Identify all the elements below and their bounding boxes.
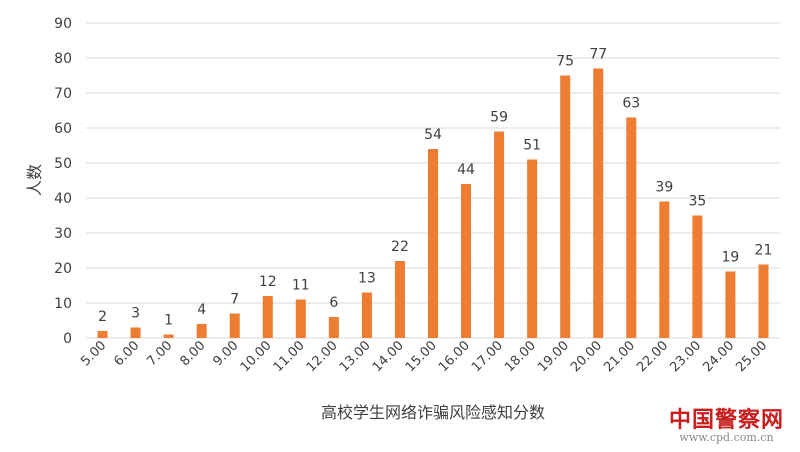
y-tick-label: 20: [54, 261, 72, 277]
bar: [196, 324, 207, 338]
data-label: 44: [457, 162, 475, 178]
y-axis-label: 人数: [25, 164, 44, 196]
data-label: 19: [722, 250, 740, 266]
x-tick-label: 22.00: [634, 338, 671, 375]
data-label: 12: [259, 274, 277, 290]
x-tick-label: 24.00: [700, 338, 737, 375]
data-labels: 2 3 1 4 7 12 11 6 13 22 54 44 59 51 75 77 63 39 35 19 21: [98, 47, 772, 329]
bar: [394, 261, 405, 338]
bar: [262, 296, 273, 338]
bar: [461, 184, 472, 338]
data-label: 63: [622, 96, 640, 112]
x-tick-label: 16.00: [436, 338, 473, 375]
bar: [163, 334, 174, 338]
x-tick-label: 19.00: [535, 338, 572, 375]
data-label: 59: [490, 110, 508, 126]
x-axis-label: 高校学生网络诈骗风险感知分数: [321, 403, 545, 422]
data-label: 6: [329, 295, 338, 311]
x-tick-label: 17.00: [469, 338, 506, 375]
x-axis-ticks: 5.00 6.00 7.00 8.00 9.0010.0011.0012.0013.00…: [78, 338, 770, 375]
bar: [361, 292, 372, 338]
bar: [659, 201, 670, 338]
x-tick-label: 21.00: [601, 338, 638, 375]
bars: [97, 68, 769, 338]
data-label: 54: [424, 127, 442, 143]
data-label: 39: [655, 180, 673, 196]
x-tick-label: 20.00: [568, 338, 605, 375]
y-tick-label: 60: [54, 121, 72, 137]
x-tick-label: 10.00: [238, 338, 275, 375]
watermark-name: 中国警察网: [668, 407, 784, 433]
y-tick-label: 10: [54, 296, 72, 312]
x-tick-label: 13.00: [337, 338, 374, 375]
bar: [626, 117, 637, 338]
bar: [130, 327, 141, 338]
bar: [229, 313, 240, 338]
y-tick-label: 30: [54, 226, 72, 242]
data-label: 7: [230, 292, 239, 308]
bar: [593, 68, 604, 338]
y-tick-label: 90: [54, 16, 72, 32]
data-label: 22: [391, 239, 409, 255]
x-tick-label: 6.00: [111, 338, 142, 369]
data-label: 77: [589, 47, 607, 63]
x-tick-label: 15.00: [403, 338, 440, 375]
x-tick-label: 11.00: [271, 338, 308, 375]
bar: [758, 264, 769, 338]
y-axis-ticks: 0 10 20 30 40 50 60 70 80 90: [54, 16, 72, 347]
bar: [692, 215, 703, 338]
bar: [494, 131, 505, 338]
data-label: 21: [755, 243, 773, 259]
x-tick-label: 14.00: [370, 338, 407, 375]
data-label: 1: [164, 313, 173, 329]
data-label: 75: [556, 54, 574, 70]
y-tick-label: 0: [63, 331, 72, 347]
y-tick-label: 40: [54, 191, 72, 207]
x-tick-label: 25.00: [733, 338, 770, 375]
data-label: 13: [358, 271, 376, 287]
data-label: 35: [688, 194, 706, 210]
data-label: 2: [98, 309, 107, 325]
x-tick-label: 8.00: [177, 338, 208, 369]
bar: [527, 159, 538, 338]
bar: [725, 271, 736, 338]
x-tick-label: 18.00: [502, 338, 539, 375]
x-tick-label: 7.00: [144, 338, 175, 369]
x-tick-label: 12.00: [304, 338, 341, 375]
x-tick-label: 5.00: [78, 338, 109, 369]
y-tick-label: 50: [54, 156, 72, 172]
y-tick-label: 80: [54, 51, 72, 67]
data-label: 51: [523, 138, 541, 154]
bar: [428, 149, 438, 338]
y-tick-label: 70: [54, 86, 72, 102]
watermark-url: www.cpd.com.cn: [679, 431, 774, 444]
x-tick-label: 23.00: [667, 338, 704, 375]
data-label: 11: [292, 278, 310, 294]
bar: [560, 75, 571, 338]
bar: [295, 299, 306, 338]
bar: [328, 317, 339, 338]
data-label: 3: [131, 306, 140, 322]
watermark-logo: 中国警察网 www.cpd.com.cn: [669, 408, 784, 444]
data-label: 4: [197, 302, 206, 318]
bar: [97, 331, 108, 338]
